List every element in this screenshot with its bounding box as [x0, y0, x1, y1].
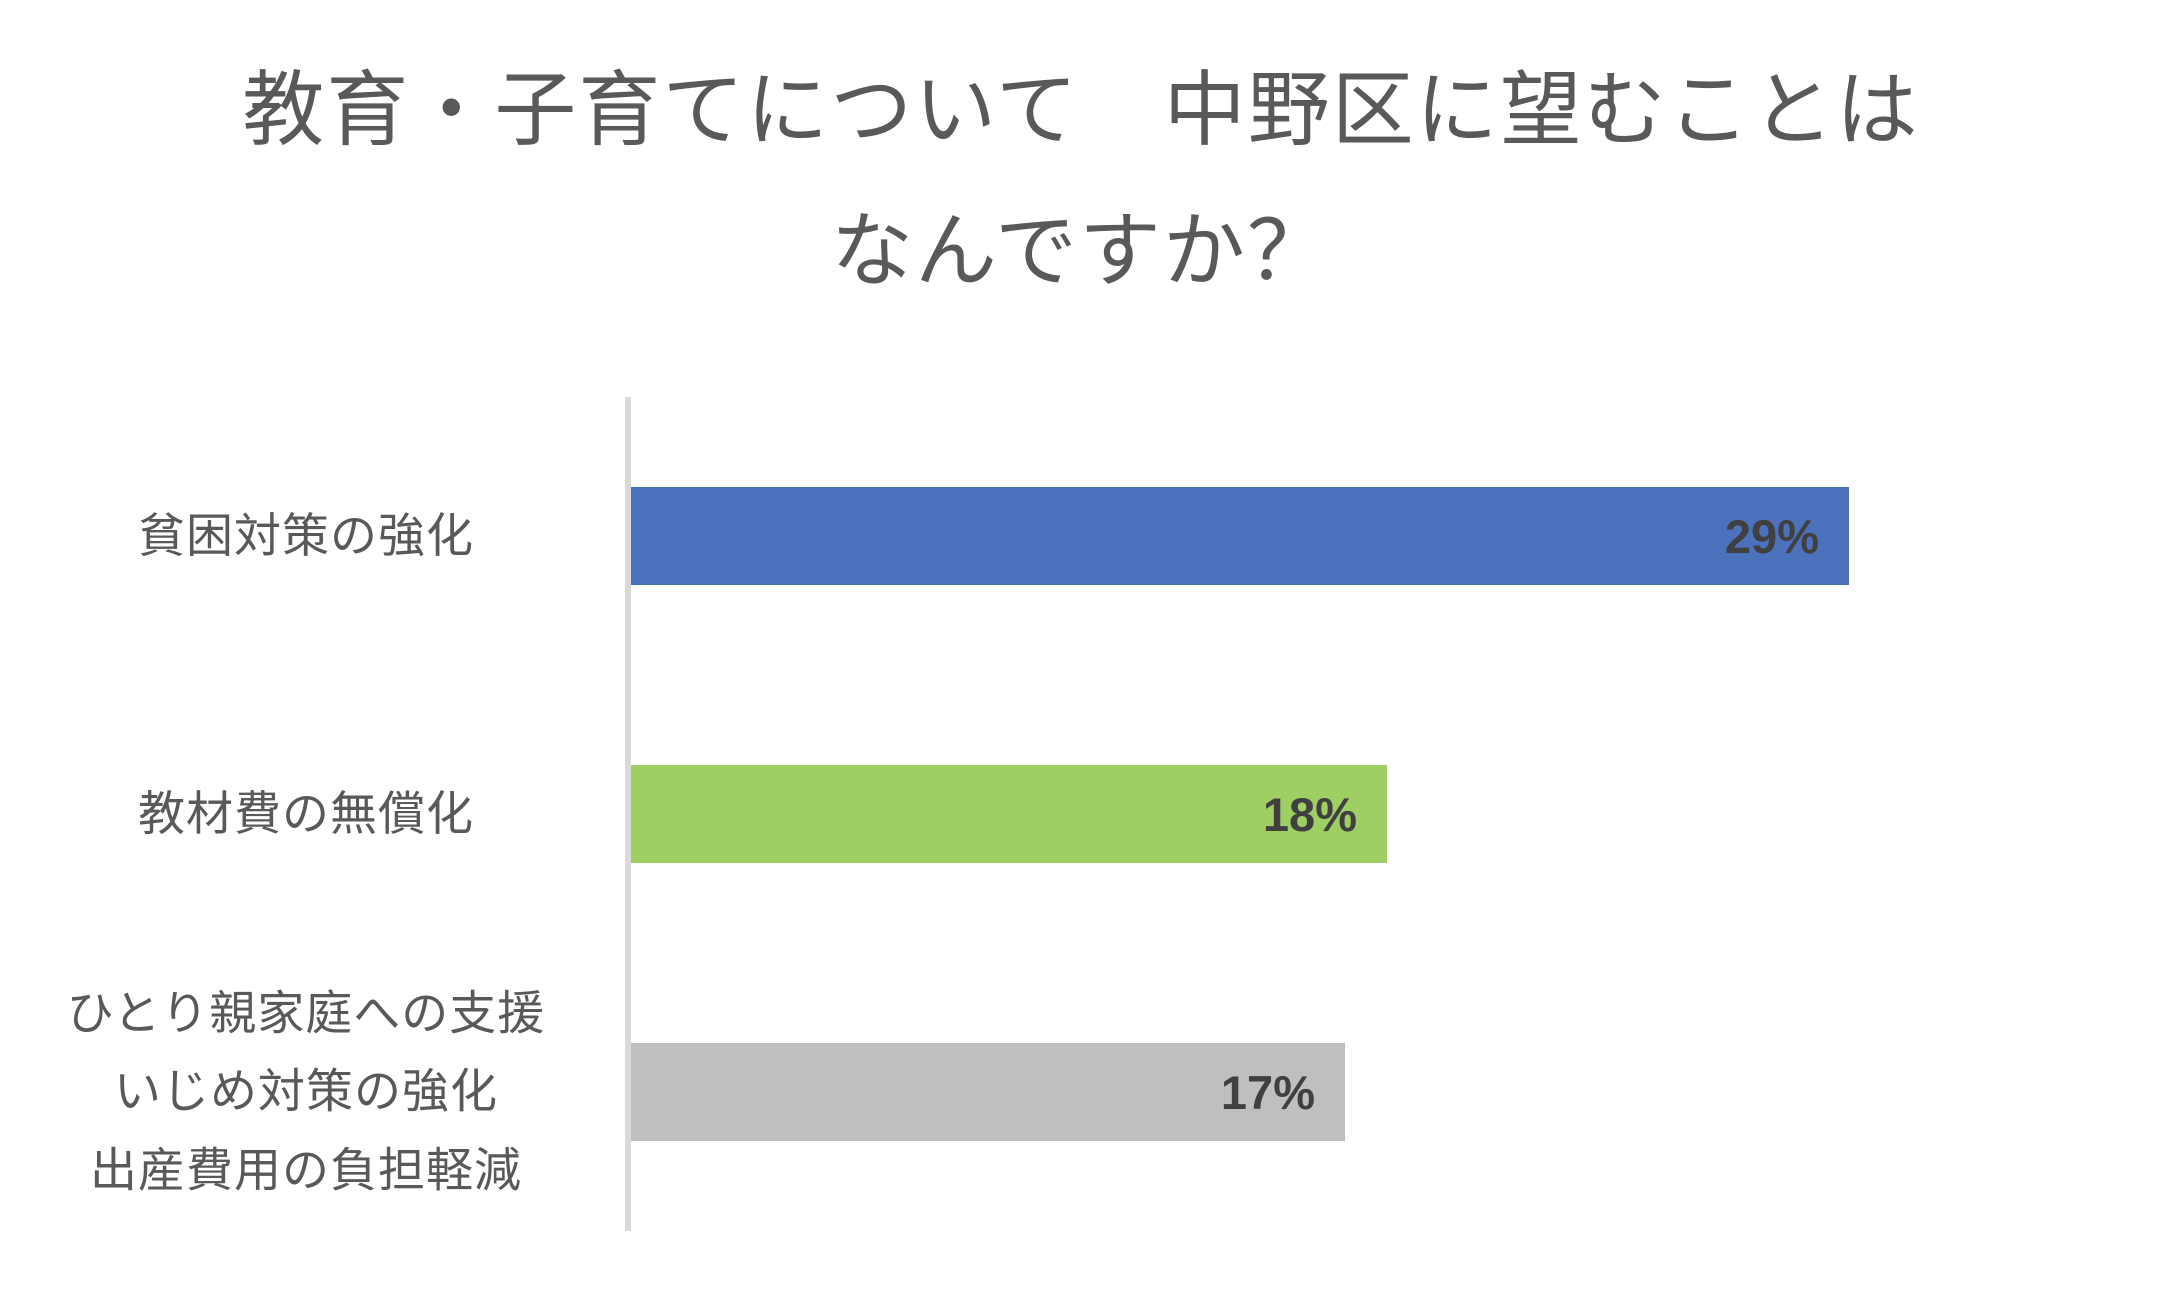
value-label: 29% [1724, 509, 1819, 563]
bar-row: 教材費の無償化 18% [0, 675, 2162, 953]
chart-title-line-2: なんですか？ [831, 206, 1331, 298]
bar: 17% [631, 1043, 1345, 1141]
chart-title-line-1: 教育・子育てについて 中野区に望むことは [242, 65, 1920, 156]
bar-row: ひとり親家庭への支援 いじめ対策の強化 出産費用の負担軽減 17% [0, 953, 2162, 1231]
plot-area: 貧困対策の強化 29% 教材費の無償化 18% ひとり親家庭への支援 いじめ対策の強化 … [0, 397, 2162, 1231]
chart: 教育・子育てについて 中野区に望むことは なんですか？ 貧困対策の強化 29% 教材… [0, 0, 2162, 1231]
bar: 18% [631, 765, 1387, 863]
category-axis-line [625, 397, 631, 1231]
chart-title: 教育・子育てについて 中野区に望むことは なんですか？ [0, 0, 2162, 322]
value-label: 17% [1220, 1065, 1315, 1119]
category-label: ひとり親家庭への支援 いじめ対策の強化 出産費用の負担軽減 [66, 986, 546, 1197]
category-label: 教材費の無償化 [138, 786, 474, 840]
bar: 29% [631, 487, 1849, 585]
value-label: 18% [1262, 787, 1357, 841]
bar-row: 貧困対策の強化 29% [0, 397, 2162, 675]
category-label: 貧困対策の強化 [138, 508, 474, 562]
